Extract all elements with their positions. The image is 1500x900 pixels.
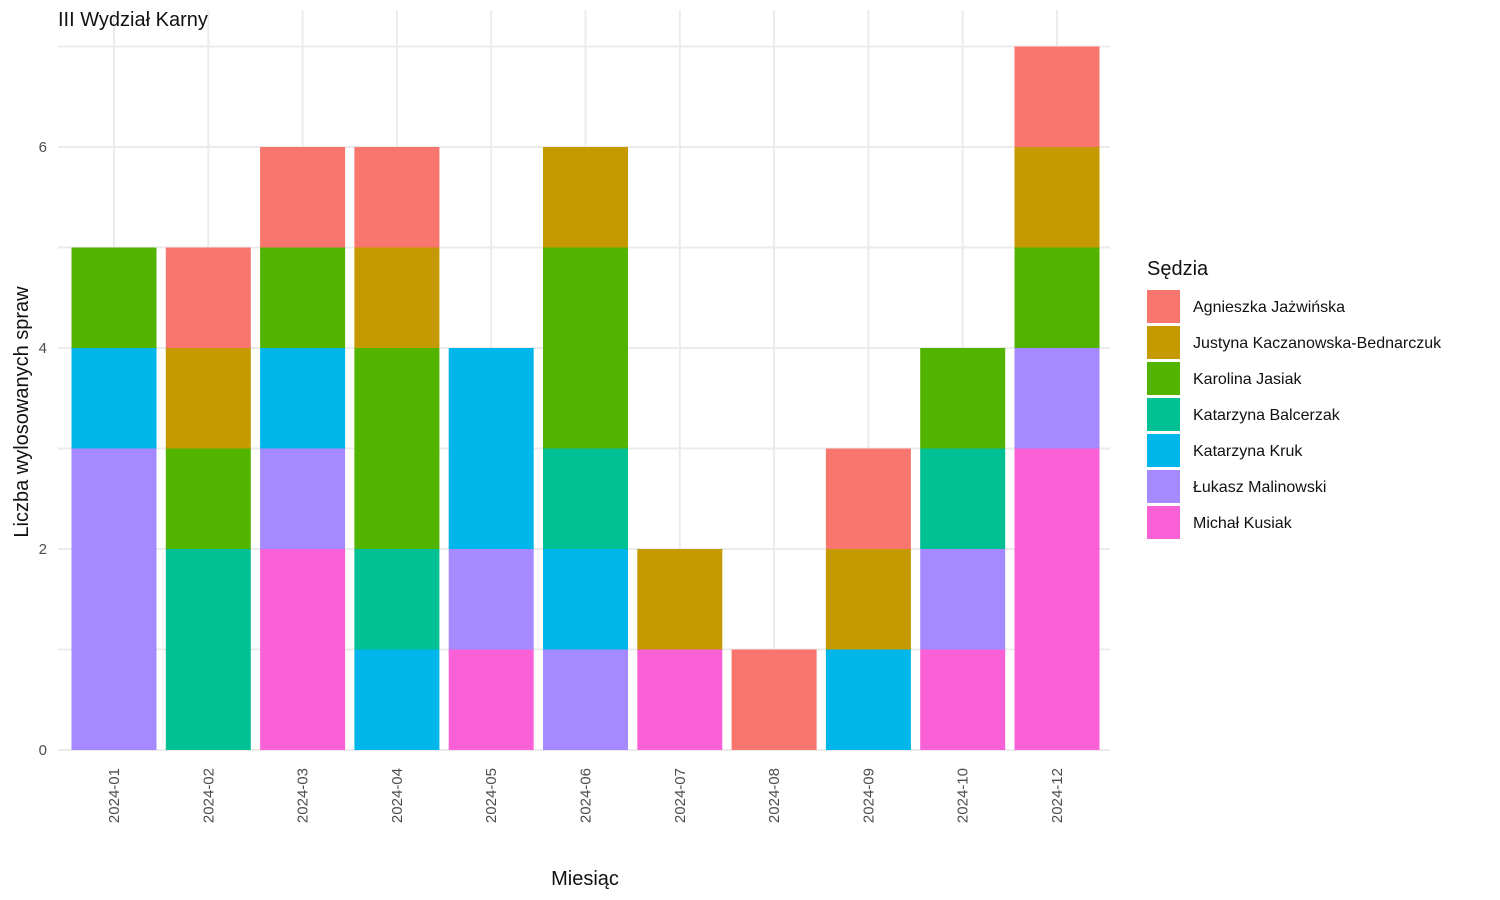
bar-segment	[825, 448, 911, 549]
y-tick-label: 2	[39, 541, 47, 558]
bar-segment	[165, 448, 251, 549]
legend-label: Łukasz Malinowski	[1193, 479, 1326, 496]
bar-segment	[260, 147, 346, 248]
legend-label: Katarzyna Balcerzak	[1193, 407, 1341, 424]
legend-label: Justyna Kaczanowska-Bednarczuk	[1193, 335, 1442, 352]
x-tick-label: 2024-02	[200, 768, 217, 823]
legend-swatch	[1147, 290, 1180, 323]
bar-segment	[920, 348, 1006, 449]
bar-segment	[543, 448, 628, 549]
x-axis-ticks: 2024-01 2024-02 2024-03 2024-04 2024-05 2024-…	[106, 768, 1066, 823]
x-tick-label: 2024-10	[955, 768, 972, 823]
chart-title: III Wydział Karny	[58, 9, 208, 31]
bar-segment	[543, 147, 628, 248]
bar-segment	[731, 649, 817, 750]
bar-segment	[920, 448, 1006, 549]
bar-segment	[1014, 247, 1100, 348]
bar-segment	[825, 549, 911, 650]
y-tick-label: 0	[39, 742, 47, 759]
bar-segment	[260, 549, 346, 750]
legend-label: Agnieszka Jażwińska	[1193, 299, 1345, 316]
bar-segment	[1014, 46, 1100, 147]
bar-segment	[543, 549, 628, 650]
bar-segment	[260, 348, 346, 449]
bar-segment	[260, 247, 346, 348]
bar-segment	[920, 549, 1006, 650]
bar-segment	[354, 147, 440, 248]
y-axis-title: Liczba wylosowanych spraw	[11, 286, 33, 538]
x-tick-label: 2024-07	[672, 768, 689, 823]
legend-swatch	[1147, 470, 1180, 503]
x-tick-label: 2024-08	[766, 768, 783, 823]
y-tick-label: 6	[39, 139, 47, 156]
bars	[71, 46, 1100, 750]
x-tick-label: 2024-04	[389, 768, 406, 823]
bar-segment	[260, 448, 346, 549]
legend-label: Michał Kusiak	[1193, 515, 1293, 532]
bar-segment	[920, 649, 1006, 750]
bar-segment	[354, 649, 440, 750]
bar-segment	[448, 549, 534, 650]
bar-segment	[1014, 348, 1100, 449]
bar-segment	[71, 247, 157, 348]
bar-segment	[1014, 448, 1100, 750]
bar-segment	[71, 448, 157, 750]
y-tick-label: 4	[39, 340, 47, 357]
bar-segment	[448, 348, 534, 549]
legend-swatch	[1147, 362, 1180, 395]
legend-swatch	[1147, 506, 1180, 539]
bar-segment	[354, 247, 440, 348]
bar-segment	[637, 649, 723, 750]
bar-segment	[354, 348, 440, 549]
x-tick-label: 2024-12	[1049, 768, 1066, 823]
bar-segment	[825, 649, 911, 750]
legend-swatch	[1147, 326, 1180, 359]
legend-swatch	[1147, 398, 1180, 431]
y-axis-ticks: 0 2 4 6	[39, 139, 47, 759]
bar-segment	[165, 247, 251, 348]
bar-segment	[165, 549, 251, 750]
x-tick-label: 2024-01	[106, 768, 123, 823]
bar-segment	[71, 348, 157, 449]
legend-title: Sędzia	[1147, 258, 1209, 280]
bar-segment	[448, 649, 534, 750]
bar-segment	[543, 247, 628, 449]
x-tick-label: 2024-05	[483, 768, 500, 823]
x-tick-label: 2024-09	[860, 768, 877, 823]
legend-swatch	[1147, 434, 1180, 467]
bar-segment	[354, 549, 440, 650]
legend-label: Katarzyna Kruk	[1193, 443, 1303, 460]
x-tick-label: 2024-06	[578, 768, 595, 823]
legend: Sędzia Agnieszka Jażwińska Justyna Kaczan…	[1147, 258, 1442, 539]
x-axis-title: Miesiąc	[551, 868, 619, 890]
x-tick-label: 2024-03	[295, 768, 312, 823]
bar-segment	[543, 649, 628, 750]
bar-segment	[1014, 147, 1100, 248]
bar-segment	[637, 549, 723, 650]
bar-segment	[165, 348, 251, 449]
legend-label: Karolina Jasiak	[1193, 371, 1303, 388]
